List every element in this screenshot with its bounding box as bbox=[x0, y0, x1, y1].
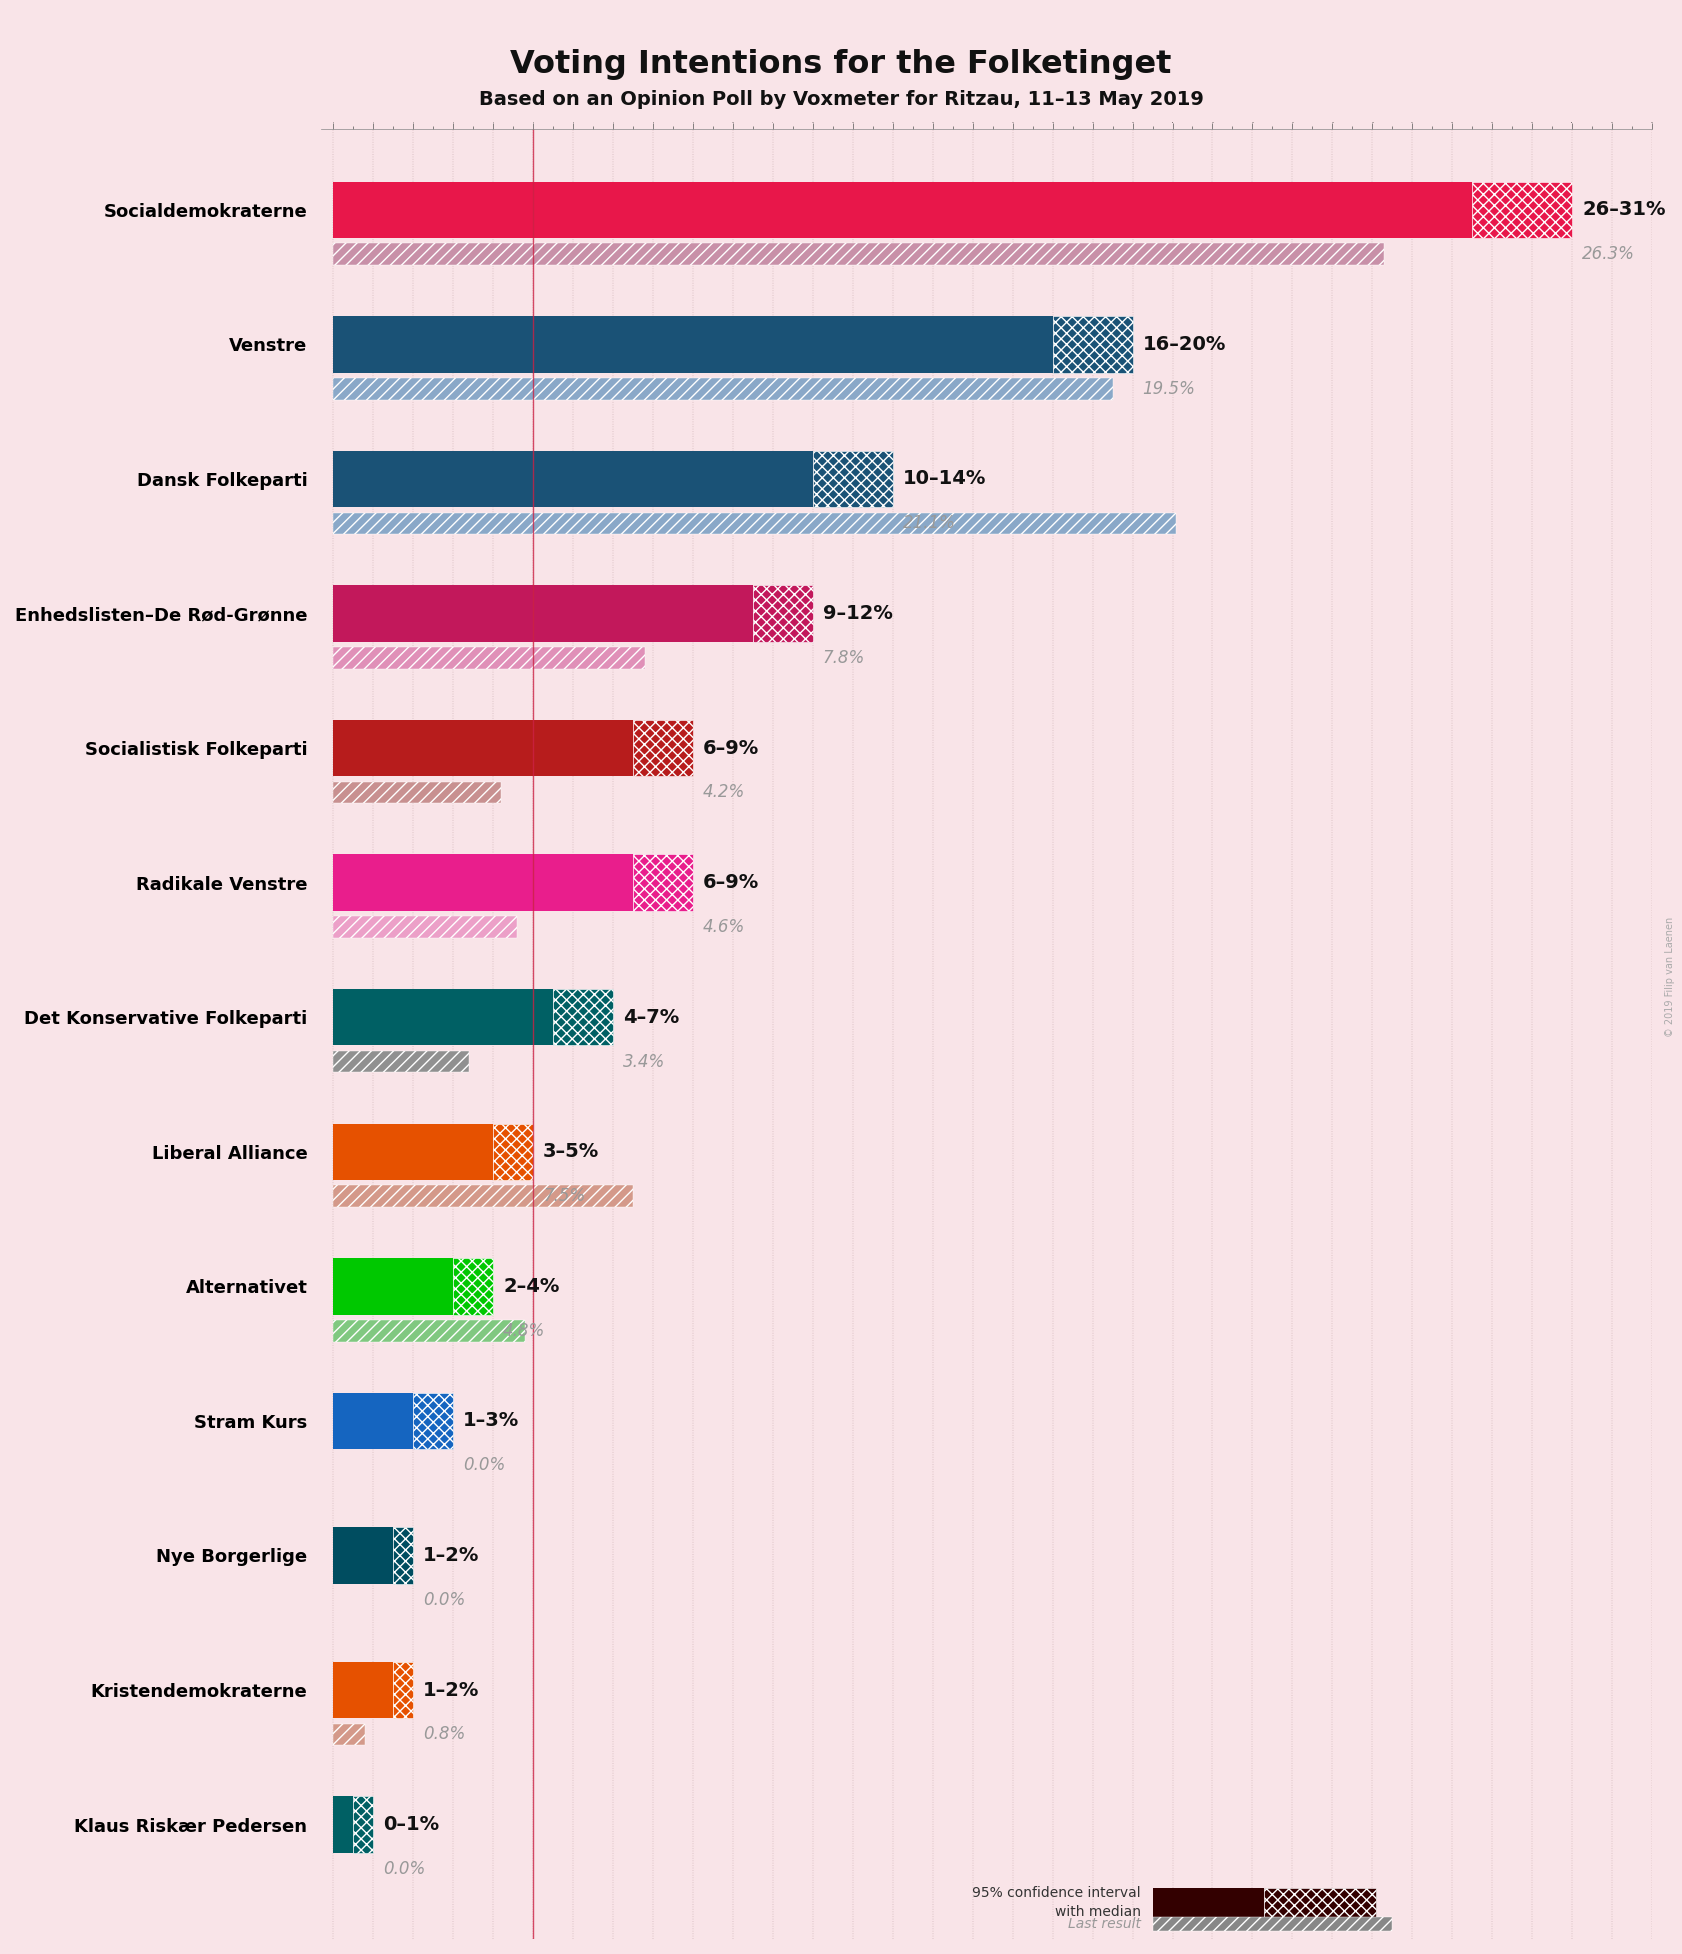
Bar bbox=[754, 584, 812, 641]
Text: 2–4%: 2–4% bbox=[503, 1276, 560, 1296]
Text: Based on an Opinion Poll by Voxmeter for Ritzau, 11–13 May 2019: Based on an Opinion Poll by Voxmeter for… bbox=[479, 90, 1203, 109]
Bar bbox=[394, 1661, 414, 1718]
Text: © 2019 Filip van Laenen: © 2019 Filip van Laenen bbox=[1665, 916, 1675, 1038]
Text: 9–12%: 9–12% bbox=[822, 604, 893, 623]
Text: 0.0%: 0.0% bbox=[383, 1860, 426, 1878]
Bar bbox=[333, 377, 1112, 399]
Text: 6–9%: 6–9% bbox=[703, 873, 759, 893]
Bar bbox=[333, 854, 632, 911]
Text: 16–20%: 16–20% bbox=[1142, 334, 1226, 354]
Bar bbox=[333, 1723, 365, 1745]
Bar bbox=[333, 1661, 394, 1718]
Text: 1–2%: 1–2% bbox=[424, 1546, 479, 1565]
Text: 19.5%: 19.5% bbox=[1142, 379, 1196, 399]
Bar bbox=[414, 1393, 452, 1450]
Text: 7.8%: 7.8% bbox=[822, 649, 865, 666]
Bar bbox=[493, 1124, 533, 1180]
Bar bbox=[333, 1258, 452, 1315]
Text: 7.5%: 7.5% bbox=[543, 1188, 585, 1206]
Bar bbox=[394, 1528, 414, 1585]
Text: 0–1%: 0–1% bbox=[383, 1815, 439, 1835]
Bar bbox=[333, 1124, 493, 1180]
Bar bbox=[333, 1051, 469, 1073]
Text: 4–7%: 4–7% bbox=[622, 1008, 680, 1026]
Text: 6–9%: 6–9% bbox=[703, 739, 759, 758]
Text: 26.3%: 26.3% bbox=[1583, 244, 1635, 264]
Bar bbox=[333, 1186, 632, 1208]
Text: 3–5%: 3–5% bbox=[543, 1143, 599, 1161]
Text: 4.8%: 4.8% bbox=[503, 1321, 545, 1340]
Text: Last result: Last result bbox=[1068, 1917, 1140, 1931]
Text: 21.1%: 21.1% bbox=[903, 514, 955, 531]
Bar bbox=[1265, 1888, 1376, 1917]
Text: 4.6%: 4.6% bbox=[703, 918, 745, 936]
Bar bbox=[333, 1528, 394, 1585]
Bar bbox=[333, 512, 1176, 533]
Bar bbox=[353, 1796, 373, 1852]
Bar bbox=[632, 719, 693, 776]
Bar bbox=[333, 647, 646, 668]
Bar bbox=[333, 719, 632, 776]
Bar bbox=[1152, 1888, 1265, 1917]
Bar bbox=[333, 451, 812, 508]
Bar bbox=[1053, 317, 1132, 373]
Text: 10–14%: 10–14% bbox=[903, 469, 986, 488]
Bar bbox=[333, 916, 516, 938]
Text: 95% confidence interval
with median: 95% confidence interval with median bbox=[972, 1886, 1140, 1919]
Text: 0.8%: 0.8% bbox=[424, 1725, 466, 1743]
Bar bbox=[1472, 182, 1573, 238]
Bar bbox=[333, 1796, 353, 1852]
Text: Voting Intentions for the Folketinget: Voting Intentions for the Folketinget bbox=[510, 49, 1172, 80]
Bar bbox=[632, 854, 693, 911]
Bar bbox=[333, 1321, 525, 1342]
Text: 3.4%: 3.4% bbox=[622, 1053, 666, 1071]
Bar bbox=[333, 584, 754, 641]
Bar bbox=[812, 451, 893, 508]
Bar bbox=[333, 782, 501, 803]
Bar bbox=[553, 989, 612, 1045]
Text: 0.0%: 0.0% bbox=[424, 1591, 466, 1608]
Bar bbox=[333, 182, 1472, 238]
Bar bbox=[452, 1258, 493, 1315]
Text: 26–31%: 26–31% bbox=[1583, 199, 1665, 219]
Bar bbox=[1152, 1917, 1393, 1931]
Bar bbox=[333, 989, 553, 1045]
Bar bbox=[333, 317, 1053, 373]
Bar bbox=[333, 1393, 414, 1450]
Bar bbox=[333, 244, 1384, 266]
Text: 1–2%: 1–2% bbox=[424, 1680, 479, 1700]
Text: 1–3%: 1–3% bbox=[463, 1411, 520, 1430]
Text: 4.2%: 4.2% bbox=[703, 784, 745, 801]
Text: 0.0%: 0.0% bbox=[463, 1456, 506, 1475]
